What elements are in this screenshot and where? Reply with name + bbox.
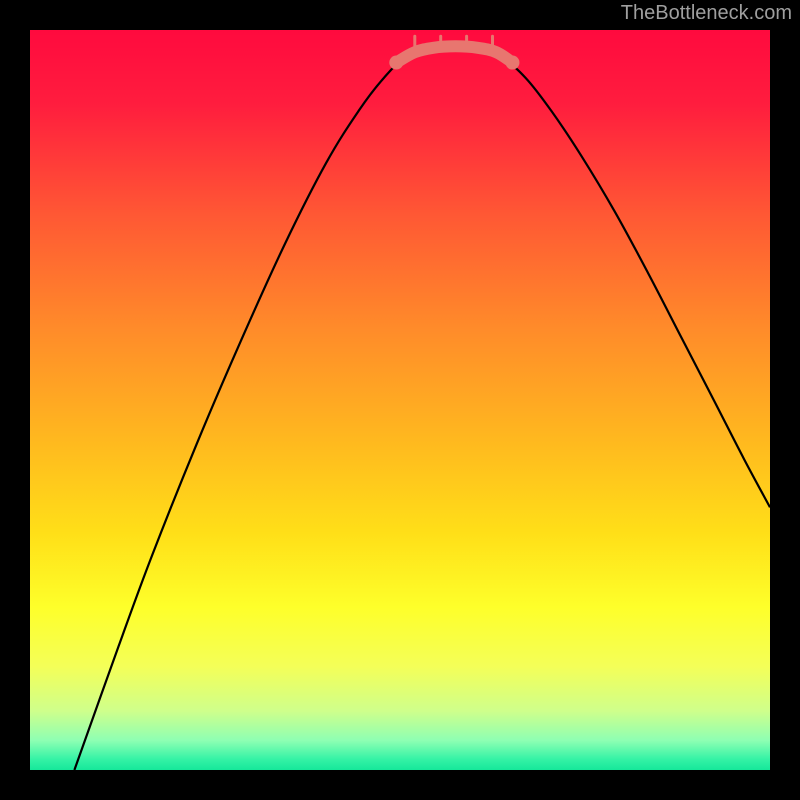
floor-cap-left [389,56,403,70]
plot-svg [30,30,770,770]
chart-frame [30,30,770,770]
floor-cap-right [505,56,519,70]
gradient-background [30,30,770,770]
watermark-text: TheBottleneck.com [621,2,792,25]
